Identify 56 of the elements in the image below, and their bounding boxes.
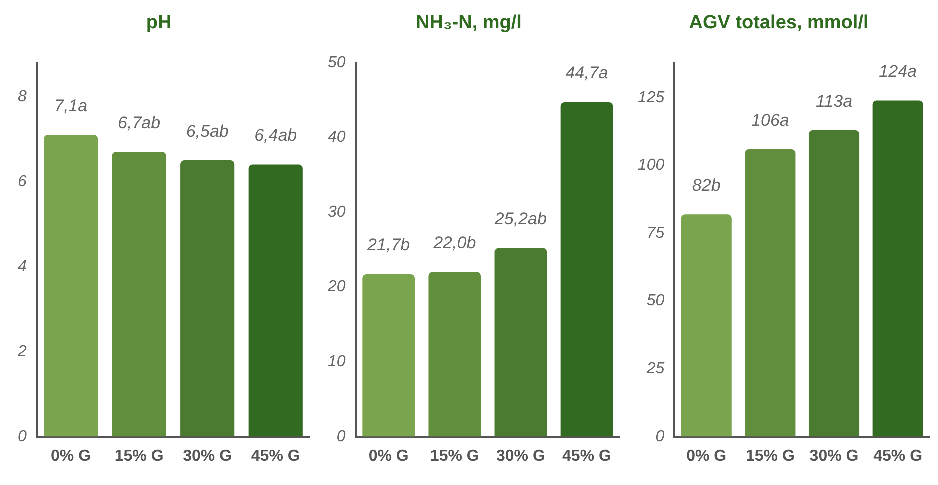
x-tick-label: 45% G <box>562 448 612 465</box>
bar <box>428 272 482 437</box>
data-label: 25,2ab <box>494 210 547 229</box>
x-tick-label: 0% G <box>686 448 727 465</box>
y-tick-label: 50 <box>328 54 346 72</box>
y-tick-label: 25 <box>646 360 665 378</box>
y-tick-label: 125 <box>638 89 665 106</box>
x-tick-label: 0% G <box>51 448 92 465</box>
x-tick-label: 15% G <box>430 448 480 465</box>
bar <box>44 135 98 437</box>
bar <box>180 160 235 437</box>
data-label: 6,5ab <box>186 122 229 141</box>
bar <box>362 274 415 437</box>
data-label: 6,7ab <box>118 113 161 132</box>
data-label: 106a <box>752 110 790 130</box>
x-tick-label: 45% G <box>874 448 923 465</box>
data-label: 113a <box>816 92 853 111</box>
bar <box>745 150 796 437</box>
bar <box>808 130 860 437</box>
x-tick-label: 15% G <box>746 448 795 465</box>
y-tick-label: 4 <box>18 258 27 276</box>
y-tick-label: 30 <box>328 204 346 221</box>
chart-title: AGV totales, mmol/l <box>689 12 869 34</box>
x-tick-label: 0% G <box>368 448 409 465</box>
x-tick-label: 30% G <box>496 448 546 465</box>
y-tick-label: 8 <box>18 88 27 106</box>
y-tick-label: 40 <box>328 129 346 146</box>
data-label: 21,7b <box>366 236 410 255</box>
data-label: 22,0b <box>432 233 476 252</box>
data-label: 44,7a <box>566 64 608 83</box>
x-tick-label: 30% G <box>183 448 232 465</box>
data-label: 124a <box>879 62 917 81</box>
y-tick-label: 10 <box>328 353 346 370</box>
chart-title: NH₃-N, mg/l <box>416 12 522 34</box>
bar <box>872 100 924 437</box>
bar <box>112 152 166 437</box>
chart-title: pH <box>146 12 172 34</box>
x-tick-label: 15% G <box>114 448 164 465</box>
bar <box>248 164 303 437</box>
x-tick-label: 30% G <box>810 448 859 465</box>
y-tick-label: 0 <box>18 428 27 446</box>
y-tick-label: 6 <box>18 173 27 190</box>
y-tick-label: 0 <box>336 428 346 446</box>
data-label: 6,4ab <box>254 126 298 146</box>
bar <box>681 214 732 437</box>
bar <box>494 248 548 437</box>
y-tick-label: 0 <box>656 428 665 446</box>
y-tick-label: 75 <box>646 224 665 242</box>
y-tick-label: 20 <box>327 278 346 296</box>
x-tick-label: 45% G <box>251 448 300 465</box>
data-label: 82b <box>692 176 721 195</box>
y-tick-label: 50 <box>646 292 665 310</box>
data-label: 7,1a <box>54 96 88 116</box>
y-tick-label: 2 <box>16 343 27 360</box>
y-tick-label: 100 <box>638 157 665 174</box>
bar <box>560 102 614 437</box>
